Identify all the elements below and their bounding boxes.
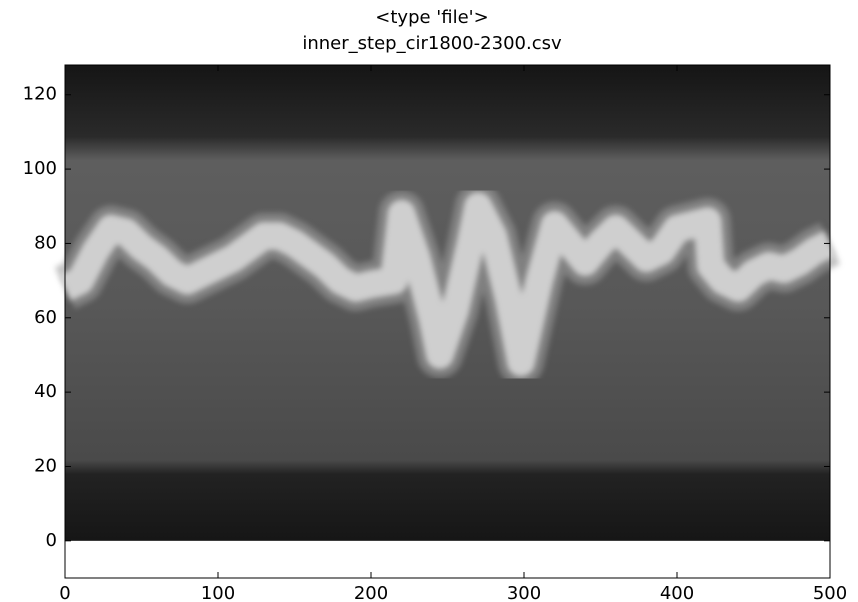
y-tick-label: 40 (34, 381, 57, 402)
plot-frame (64, 64, 831, 579)
chart-title: <type 'file'> (375, 7, 488, 28)
ridge (58, 192, 837, 377)
x-tick-label: 400 (660, 583, 694, 602)
y-tick-label: 80 (34, 232, 57, 253)
x-tick-label: 100 (201, 583, 235, 602)
y-tick-label: 120 (23, 84, 57, 105)
plot-area: 0 100 200 300 400 500 0 20 40 60 80 100 120 (23, 64, 847, 602)
x-tick-label: 0 (59, 583, 70, 602)
chart-subtitle: inner_step_cir1800-2300.csv (302, 33, 562, 54)
y-tick-label: 20 (34, 455, 57, 476)
x-tick-label: 500 (813, 583, 847, 602)
x-tick-label: 300 (507, 583, 541, 602)
y-tick-label: 100 (23, 158, 57, 179)
y-tick-label: 60 (34, 307, 57, 328)
y-tick-label: 0 (46, 530, 57, 551)
x-tick-label: 200 (354, 583, 388, 602)
